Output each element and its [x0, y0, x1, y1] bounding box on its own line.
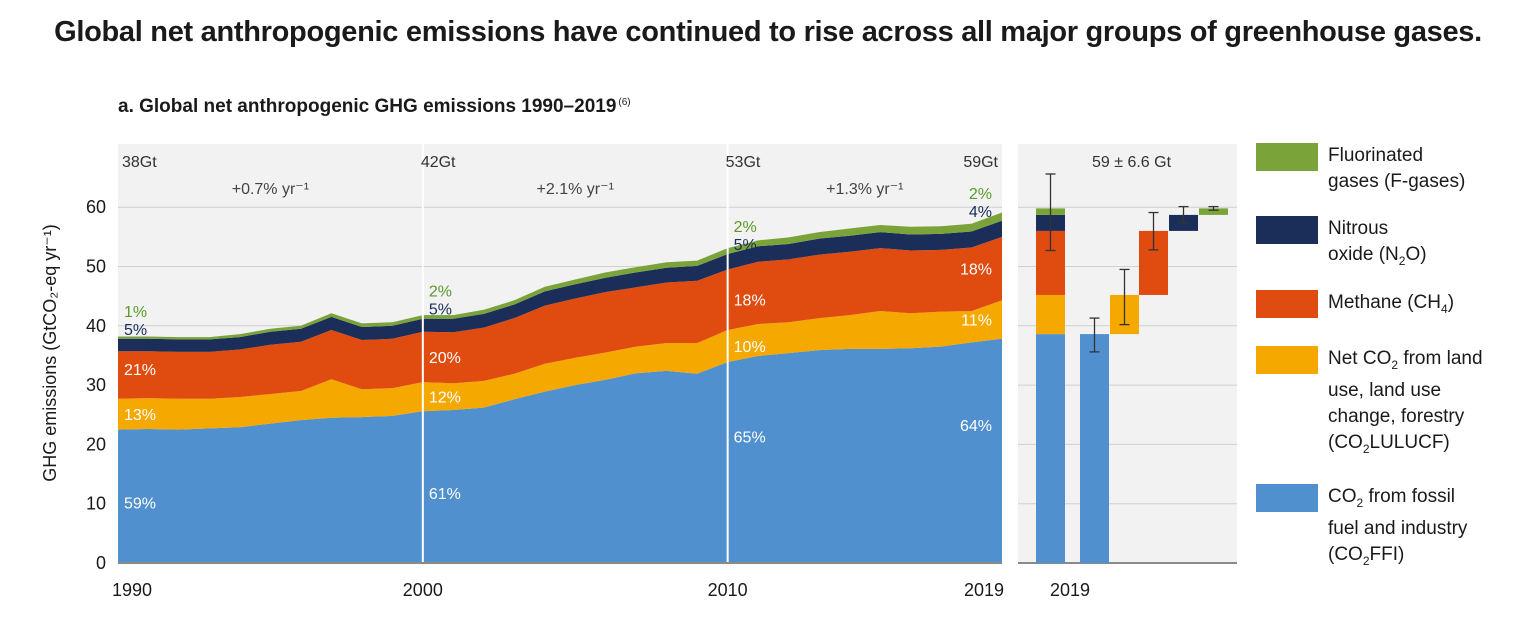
- error-bar-co2ffi: [1089, 317, 1100, 353]
- legend-swatch-fgas: [1256, 143, 1318, 171]
- panel-title: a. Global net anthropogenic GHG emission…: [118, 96, 631, 118]
- legend-swatch-ch4: [1256, 290, 1318, 318]
- share-label-co2ffi-2010: 65%: [734, 429, 766, 446]
- period-total-1990: 38Gt: [122, 154, 157, 171]
- share-label-n2o-1990: 5%: [124, 322, 147, 339]
- waterfall-bar-co2ffi: [1080, 334, 1109, 563]
- stacked-area-series: [118, 212, 1002, 563]
- area-fgas: [118, 212, 1002, 340]
- area-co2lulucf: [118, 300, 1002, 430]
- share-label-co2ffi-1990: 59%: [124, 495, 156, 512]
- legend-swatch-n2o: [1256, 216, 1318, 244]
- legend-label-n2o: Nitrous oxide (N2O): [1328, 218, 1427, 268]
- share-label-fgas-1990: 1%: [124, 304, 147, 321]
- error-bar-ch4: [1148, 211, 1159, 251]
- y-tick-label-20: 20: [86, 434, 106, 454]
- legend-item-ch4: Methane (CH4): [1256, 290, 1513, 322]
- legend-swatch-co2lulucf: [1256, 346, 1318, 374]
- total-error-bar: [1045, 173, 1056, 252]
- period-total-2019: 59Gt: [963, 154, 998, 171]
- y-tick-label-10: 10: [86, 494, 106, 514]
- area-chart-labels: 38Gt 42Gt 53Gt 59Gt +0.7% yr⁻¹ +2.1% yr⁻¹ +1.3…: [122, 154, 999, 512]
- y-tick-label-30: 30: [86, 375, 106, 395]
- error-bar-fgas: [1208, 205, 1219, 211]
- share-label-ch4-1990: 21%: [124, 362, 156, 379]
- growth-rate-1990-2000: +0.7% yr⁻¹: [232, 181, 309, 198]
- legend-item-co2ffi: CO2 from fossil fuel and industry (CO2FFI): [1256, 484, 1513, 574]
- share-label-fgas-2000: 2%: [429, 284, 452, 301]
- waterfall-x-label: 2019: [1050, 580, 1090, 600]
- error-bar-n2o: [1178, 205, 1189, 224]
- headline: Global net anthropogenic emissions have …: [54, 16, 1482, 48]
- share-label-fgas-2010: 2%: [734, 219, 757, 236]
- y-tick-label-40: 40: [86, 316, 106, 336]
- share-label-n2o-2010: 5%: [734, 237, 757, 254]
- total-bar-segment-co2lulucf: [1036, 294, 1065, 335]
- share-label-co2ffi-2019: 64%: [960, 418, 992, 435]
- share-label-ch4-2010: 18%: [734, 293, 766, 310]
- error-bar-co2lulucf: [1119, 268, 1130, 326]
- panel-title-text: a. Global net anthropogenic GHG emission…: [118, 96, 617, 117]
- legend-item-n2o: Nitrous oxide (N2O): [1256, 216, 1513, 274]
- y-tick-label-0: 0: [96, 553, 106, 573]
- area-chart-axes: 0 10 20 30 40 50 60 1990 2000 2010 2019 GHG emissio…: [40, 197, 1004, 600]
- area-n2o: [118, 220, 1002, 352]
- legend-label-co2ffi: CO2 from fossil fuel and industry (CO2FFI): [1328, 486, 1468, 568]
- growth-rate-2000-2010: +2.1% yr⁻¹: [537, 181, 614, 198]
- legend-item-fgas: Fluorinated gases (F-gases): [1256, 143, 1513, 195]
- legend-swatch-co2ffi: [1256, 484, 1318, 512]
- legend-label-fgas: Fluorinated gases (F-gases): [1328, 145, 1466, 192]
- area-co2ffi: [118, 338, 1002, 563]
- total-bar-segment-co2ffi: [1036, 334, 1065, 563]
- share-label-ch4-2019: 18%: [960, 262, 992, 279]
- share-label-n2o-2000: 5%: [429, 302, 452, 319]
- period-total-2010: 53Gt: [726, 154, 761, 171]
- x-tick-label-1990: 1990: [112, 580, 152, 600]
- share-label-fgas-2019: 2%: [969, 186, 992, 203]
- share-label-co2lulucf-2019: 11%: [961, 313, 992, 330]
- y-tick-label-50: 50: [86, 257, 106, 277]
- share-label-ch4-2000: 20%: [429, 350, 461, 367]
- waterfall-chart-2019: 59 ± 6.6 Gt 2019: [1018, 144, 1237, 600]
- legend-label-ch4: Methane (CH4): [1328, 292, 1455, 316]
- waterfall-bar-fgas: [1199, 208, 1228, 215]
- y-tick-label-60: 60: [86, 197, 106, 217]
- area-ch4: [118, 236, 1002, 399]
- period-total-2000: 42Gt: [421, 154, 456, 171]
- share-label-n2o-2019: 4%: [969, 204, 992, 221]
- waterfall-total-label: 59 ± 6.6 Gt: [1092, 154, 1172, 171]
- x-tick-label-2019: 2019: [964, 580, 1004, 600]
- y-axis-label: GHG emissions (GtCO₂-eq yr⁻¹): [40, 224, 60, 482]
- panel-title-footnote: (6): [618, 97, 631, 108]
- share-label-co2lulucf-2000: 12%: [429, 390, 461, 407]
- decade-marker-lines: [421, 144, 729, 563]
- share-label-co2lulucf-1990: 13%: [124, 407, 156, 424]
- growth-rate-2010-2019: +1.3% yr⁻¹: [826, 181, 903, 198]
- legend-label-co2lulucf: Net CO2 from land use, land use change, fo…: [1328, 348, 1483, 456]
- legend-item-co2lulucf: Net CO2 from land use, land use change, fo…: [1256, 346, 1513, 462]
- x-tick-label-2000: 2000: [403, 580, 443, 600]
- share-label-co2lulucf-2010: 10%: [734, 339, 766, 356]
- share-label-co2ffi-2000: 61%: [429, 486, 461, 503]
- x-tick-label-2010: 2010: [708, 580, 748, 600]
